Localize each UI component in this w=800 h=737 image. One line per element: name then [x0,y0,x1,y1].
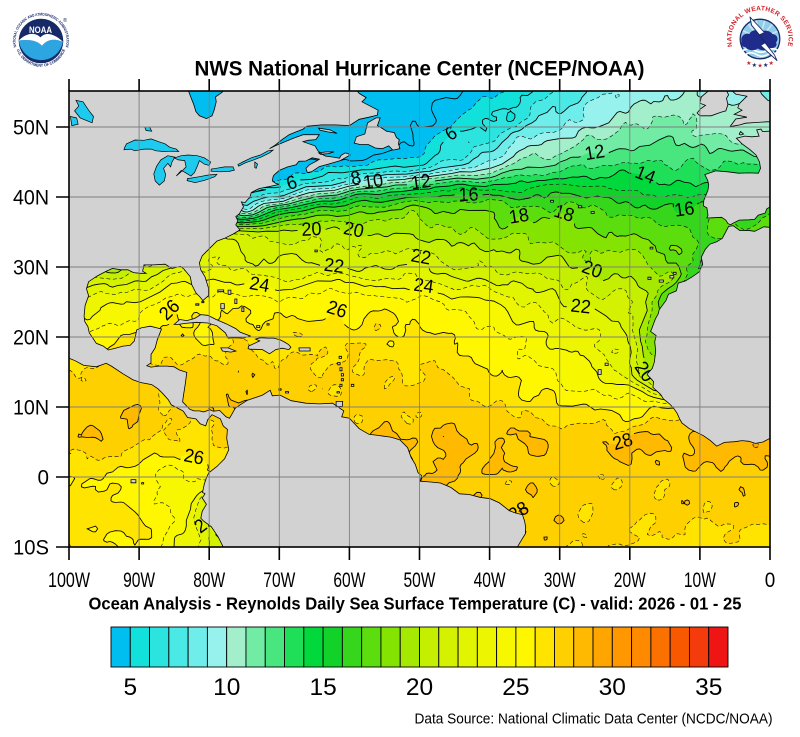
svg-text:★: ★ [763,62,768,69]
svg-text:40W: 40W [474,568,507,592]
svg-text:NWS National Hurricane Center: NWS National Hurricane Center (NCEP/NOAA… [195,58,645,81]
svg-text:★: ★ [752,62,757,69]
svg-text:0: 0 [38,466,50,490]
svg-text:10W: 10W [684,568,717,592]
svg-text:90W: 90W [123,568,156,592]
svg-text:20: 20 [301,219,322,241]
svg-text:40N: 40N [13,186,49,210]
svg-text:35: 35 [695,674,722,701]
svg-text:16: 16 [458,184,479,206]
svg-text:50W: 50W [404,568,437,592]
svg-text:5: 5 [123,674,137,701]
svg-text:30W: 30W [544,568,577,592]
svg-text:10N: 10N [13,396,49,420]
svg-text:12: 12 [410,171,433,194]
svg-text:15: 15 [309,674,336,701]
svg-text:0: 0 [765,568,776,592]
svg-text:20N: 20N [13,326,49,350]
svg-text:10: 10 [362,170,385,194]
svg-text:25: 25 [502,674,529,701]
svg-text:10: 10 [213,674,240,701]
svg-text:20W: 20W [614,568,647,592]
svg-text:50N: 50N [13,116,49,140]
svg-text:22: 22 [570,295,592,318]
svg-text:★: ★ [746,60,751,67]
svg-text:30N: 30N [13,256,49,280]
svg-text:®: ® [63,17,67,24]
svg-text:12: 12 [583,141,606,165]
svg-text:60W: 60W [333,568,366,592]
svg-text:100W: 100W [48,568,91,592]
svg-text:8: 8 [349,167,363,190]
svg-text:Data Source: National Climatic: Data Source: National Climatic Data Cent… [415,712,773,728]
svg-text:★: ★ [769,60,774,67]
svg-text:24: 24 [248,273,272,297]
svg-text:10S: 10S [13,536,49,560]
svg-text:24: 24 [412,275,435,299]
svg-text:80W: 80W [193,568,226,592]
svg-text:22: 22 [323,255,346,278]
svg-text:20: 20 [342,218,366,243]
svg-text:22: 22 [409,245,432,269]
svg-text:NOAA: NOAA [29,25,52,36]
svg-text:20: 20 [406,674,433,701]
svg-text:18: 18 [507,205,530,229]
svg-text:Ocean Analysis - Reynolds Dail: Ocean Analysis - Reynolds Daily Sea Surf… [89,594,742,614]
svg-text:★: ★ [757,63,762,70]
svg-text:16: 16 [673,198,696,222]
svg-text:26: 26 [182,445,206,469]
svg-text:70W: 70W [263,568,296,592]
svg-text:30: 30 [599,674,626,701]
